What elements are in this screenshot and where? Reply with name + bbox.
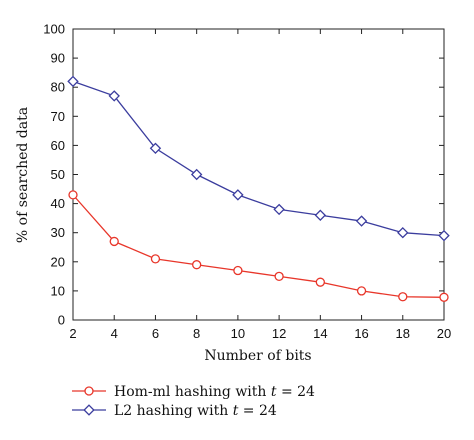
y-tick-label: 60 [51, 138, 65, 153]
legend-entry: L2 hashing with t = 24 [72, 403, 277, 419]
y-tick-label: 90 [51, 51, 65, 66]
x-tick-label: 14 [313, 326, 327, 341]
x-tick-label: 4 [111, 326, 118, 341]
x-tick-label: 12 [272, 326, 286, 341]
legend-label: Hom-ml hashing with t = 24 [114, 384, 315, 400]
y-tick-label: 50 [51, 167, 65, 182]
series-line [72, 194, 445, 298]
legend-label-suffix: = 24 [238, 403, 277, 419]
legend-marker [84, 386, 94, 396]
legend-label-suffix: = 24 [277, 384, 316, 400]
series-l2 [67, 75, 450, 242]
data-point [355, 215, 368, 227]
y-tick-label: 40 [51, 196, 65, 211]
legend-marker [83, 404, 95, 416]
x-tick-label: 18 [396, 326, 410, 341]
y-tick-label: 30 [51, 225, 65, 240]
x-axis-label: Number of bits [204, 348, 311, 364]
series-hom-ml [68, 190, 449, 302]
x-tick-label: 10 [231, 326, 245, 341]
data-point [315, 277, 325, 287]
data-point [192, 260, 202, 270]
legend-label-variable: t [271, 384, 277, 400]
x-tick-label: 16 [354, 326, 368, 341]
data-point [314, 209, 327, 221]
data-point [439, 292, 449, 302]
y-tick-label: 0 [58, 313, 65, 328]
legend-label-prefix: L2 hashing with [114, 403, 233, 419]
y-tick-label: 80 [51, 80, 65, 95]
data-point [109, 236, 119, 247]
x-tick-label: 6 [152, 326, 159, 341]
x-tick-label: 2 [69, 326, 76, 341]
legend-entry: Hom-ml hashing with t = 24 [72, 384, 315, 400]
y-tick-label: 70 [51, 109, 65, 124]
series-line [72, 80, 445, 237]
data-point [438, 229, 450, 242]
data-point [149, 142, 162, 155]
data-point [233, 265, 243, 276]
data-point [274, 271, 284, 282]
legend-label-prefix: Hom-ml hashing with [114, 384, 271, 400]
y-tick-label: 20 [51, 254, 65, 269]
data-point [397, 226, 409, 239]
data-point [68, 190, 78, 200]
data-point [356, 286, 367, 296]
x-tick-label: 20 [437, 326, 451, 341]
legend-label: L2 hashing with t = 24 [114, 403, 277, 419]
y-tick-label: 10 [51, 283, 65, 298]
legend-label-variable: t [233, 403, 239, 419]
plot-frame [72, 28, 445, 321]
data-point [190, 168, 203, 181]
data-point [398, 292, 408, 302]
data-point [67, 75, 79, 88]
data-point [108, 90, 120, 102]
y-axis-label: % of searched data [15, 107, 31, 243]
data-point [273, 203, 285, 216]
data-point [232, 189, 244, 201]
y-tick-label: 100 [43, 22, 65, 37]
data-point [150, 254, 161, 264]
x-tick-label: 8 [193, 326, 200, 341]
